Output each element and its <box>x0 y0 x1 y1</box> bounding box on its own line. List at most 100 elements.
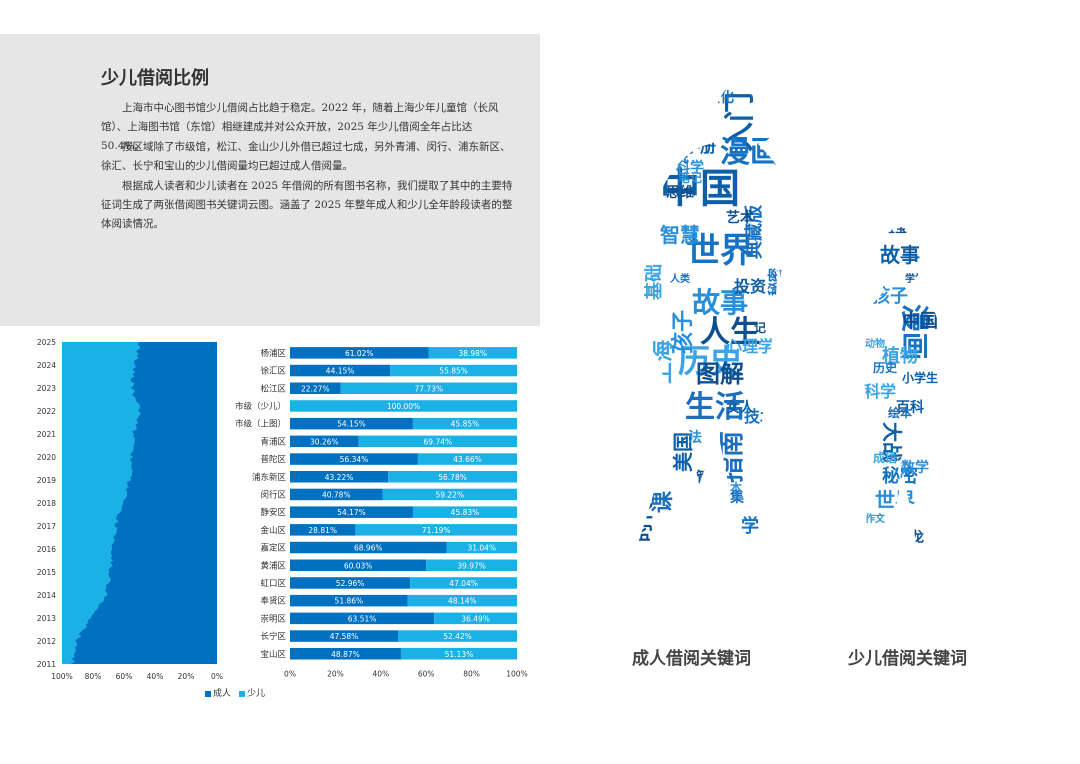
kid-word: 漫画 <box>898 304 931 360</box>
bar-child <box>428 347 517 359</box>
x-tick: 20% <box>178 672 195 681</box>
chart-legend: 成人 少儿 <box>205 686 265 699</box>
kid-word: 动物 <box>865 337 885 350</box>
kid-word: 秘密 <box>882 465 918 487</box>
year-tick-2011: 2011 <box>37 660 56 669</box>
adult-word: 漫画 <box>720 135 780 170</box>
bar-adult <box>290 541 447 554</box>
bar-adult <box>290 347 429 359</box>
bar-label-child: 51.13% <box>445 650 474 659</box>
bar-adult <box>290 417 413 430</box>
bar-label-child: 38.98% <box>458 349 487 358</box>
kid-word: 孩子 <box>872 285 908 307</box>
bar-adult <box>290 364 391 377</box>
bar-child <box>446 541 517 554</box>
adult-word: 投资 <box>734 277 766 296</box>
x-tick: 0% <box>211 672 223 681</box>
x-tick: 100% <box>506 670 527 679</box>
bar-label-adult: 63.51% <box>348 614 377 623</box>
x-tick: 40% <box>147 672 164 681</box>
kid-word: 中国 <box>902 310 938 332</box>
bar-adult <box>290 382 341 394</box>
bar-label-adult: 52.96% <box>336 579 365 588</box>
intro-paragraph-2: 按区域除了市级馆，松江、金山少儿外借已超过七成，另外青浦、闵行、浦东新区、徐汇、… <box>101 141 511 172</box>
adult-word: 人类 <box>670 272 690 285</box>
year-tick-2025: 2025 <box>37 338 56 347</box>
bar-adult <box>290 577 411 589</box>
year-tick-2017: 2017 <box>37 522 56 531</box>
bar-adult <box>290 453 418 465</box>
kid-word: 百科 <box>896 399 924 416</box>
bar-label-adult: 68.96% <box>354 544 383 553</box>
adult-word: 故事 <box>692 286 748 319</box>
bar-child <box>417 453 517 465</box>
bar-label-child: 77.73% <box>414 384 443 393</box>
bar-label-child: 45.83% <box>451 508 480 517</box>
adult-word: 科学 <box>676 159 704 176</box>
bar-label-child: 59.22% <box>435 490 464 499</box>
x-tick: 80% <box>85 672 102 681</box>
adult-word: 记 <box>754 321 766 335</box>
category-label: 虹口区 <box>260 579 286 589</box>
bar-child <box>398 630 517 642</box>
kid-word: 世界 <box>875 488 915 512</box>
adult-word: 文化 <box>706 89 734 106</box>
bar-adult <box>290 594 408 607</box>
adult-word: 入门 <box>723 92 758 152</box>
bar-label-child: 31.04% <box>467 544 496 553</box>
bar-label-adult: 61.02% <box>345 349 374 358</box>
year-tick-2013: 2013 <box>37 614 56 623</box>
year-tick-2014: 2014 <box>37 591 56 600</box>
bar-label-child: 39.97% <box>457 561 486 570</box>
year-tick-2020: 2020 <box>37 453 56 462</box>
adult-word: 基础 <box>643 264 665 301</box>
category-label: 杨浦区 <box>260 348 286 359</box>
category-label: 静安区 <box>260 507 286 518</box>
bar-label-adult: 22.27% <box>301 384 330 393</box>
bar-adult <box>290 524 356 536</box>
adult-word: 心理学 <box>726 337 774 356</box>
adult-word: 上海 <box>650 340 676 384</box>
district-share-bar-chart: 杨浦区 61.02% 38.98% 徐汇区 44.15% 55.85% 松江区 22.27% 7… <box>235 347 528 679</box>
bar-label-child: 43.66% <box>453 455 482 464</box>
category-label: 嘉定区 <box>260 543 286 554</box>
kid-word: 大战 <box>880 422 904 462</box>
bar-label-child: 47.04% <box>449 579 478 588</box>
bar-child <box>340 382 517 394</box>
bar-child <box>400 648 517 660</box>
bar-child <box>412 506 517 518</box>
adult-word: 学 <box>741 515 759 537</box>
adult-word: 思维 <box>666 184 694 201</box>
bar-child <box>412 417 517 430</box>
bar-label-child: 36.49% <box>461 614 490 623</box>
bar-child <box>358 435 517 448</box>
adult-word: 典藏版 <box>743 205 765 259</box>
legend-swatch-adult <box>205 690 211 697</box>
legend-item-child: 少儿 <box>239 686 265 699</box>
kid-word: 学校 <box>905 272 926 285</box>
category-label: 金山区 <box>260 525 286 536</box>
adult-cloud-label: 成人借阅关键词 <box>632 649 751 669</box>
category-label: 长宁区 <box>260 631 286 642</box>
bar-child <box>426 559 517 571</box>
adult-word: 中国 <box>660 165 740 212</box>
adult-word: 日本 <box>718 480 742 495</box>
adult-word: 课 <box>650 490 676 513</box>
child-cloud-label: 少儿借阅关键词 <box>848 649 967 669</box>
kid-word: 作文 <box>865 512 886 525</box>
bar-child <box>388 471 517 483</box>
year-tick-2021: 2021 <box>37 430 56 439</box>
bar-label-adult: 60.03% <box>344 561 373 570</box>
adult-word: 秘密 <box>767 268 784 296</box>
kid-word: 宝宝 <box>883 222 907 235</box>
kid-word: 成语 <box>873 450 897 465</box>
bar-adult <box>290 435 359 448</box>
bar-label-adult: 43.22% <box>325 473 354 482</box>
bar-label-adult: 54.15% <box>337 420 366 429</box>
category-label: 普陀区 <box>260 454 286 465</box>
bar-label-adult: 28.81% <box>308 526 337 535</box>
x-tick: 80% <box>463 670 480 679</box>
bar-adult <box>290 506 413 518</box>
